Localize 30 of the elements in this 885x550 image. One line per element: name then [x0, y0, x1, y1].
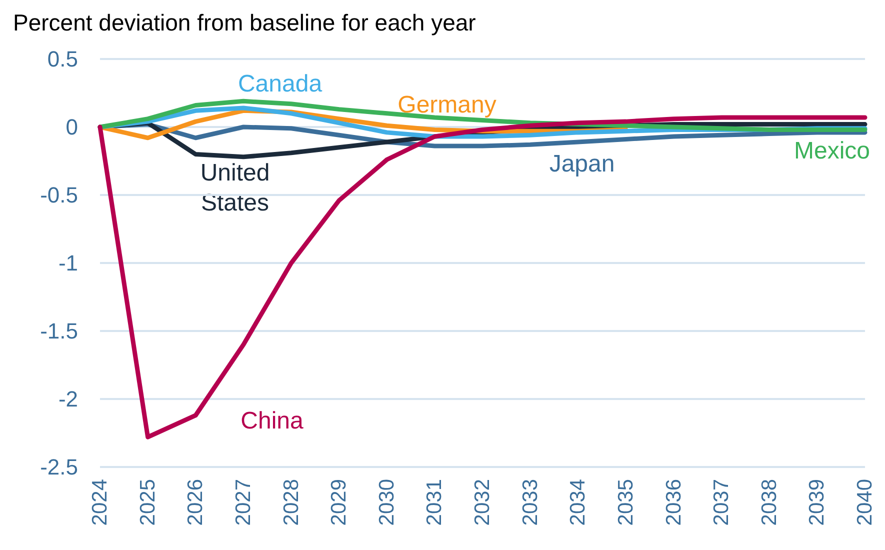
- x-tick-label: 2034: [566, 478, 590, 526]
- series-label: Canada: [238, 70, 323, 98]
- x-tick-label: 2037: [710, 479, 734, 526]
- y-tick-label: -1.5: [40, 318, 78, 344]
- y-tick-label: 0.5: [47, 46, 78, 72]
- series-label: Mexico: [794, 138, 870, 164]
- y-tick-label: -2.5: [40, 454, 78, 480]
- x-tick-label: 2040: [854, 479, 876, 526]
- x-tick-label: 2031: [423, 479, 446, 526]
- series-label: Japan: [549, 150, 615, 178]
- y-tick-label: 0: [66, 114, 78, 140]
- x-tick-label: 2025: [136, 479, 160, 526]
- x-tick-label: 2039: [806, 479, 829, 526]
- x-tick-label: 2032: [471, 479, 494, 526]
- y-tick-label: -2: [58, 386, 78, 412]
- x-tick-label: 2036: [662, 479, 686, 526]
- x-tick-label: 2027: [232, 479, 255, 526]
- chart-title: Percent deviation from baseline for each year: [13, 10, 476, 36]
- series-label: China: [240, 408, 304, 434]
- x-tick-label: 2035: [614, 479, 638, 526]
- y-tick-label: -0.5: [40, 182, 78, 208]
- x-tick-label: 2029: [328, 479, 351, 526]
- x-tick-label: 2030: [375, 479, 398, 526]
- y-tick-label: -1: [58, 250, 78, 276]
- x-tick-label: 2024: [88, 478, 112, 526]
- x-tick-label: 2038: [758, 479, 781, 526]
- x-tick-label: 2026: [184, 479, 208, 526]
- x-tick-label: 2033: [518, 479, 542, 526]
- series-label: Germany: [398, 92, 496, 118]
- x-tick-label: 2028: [280, 479, 303, 526]
